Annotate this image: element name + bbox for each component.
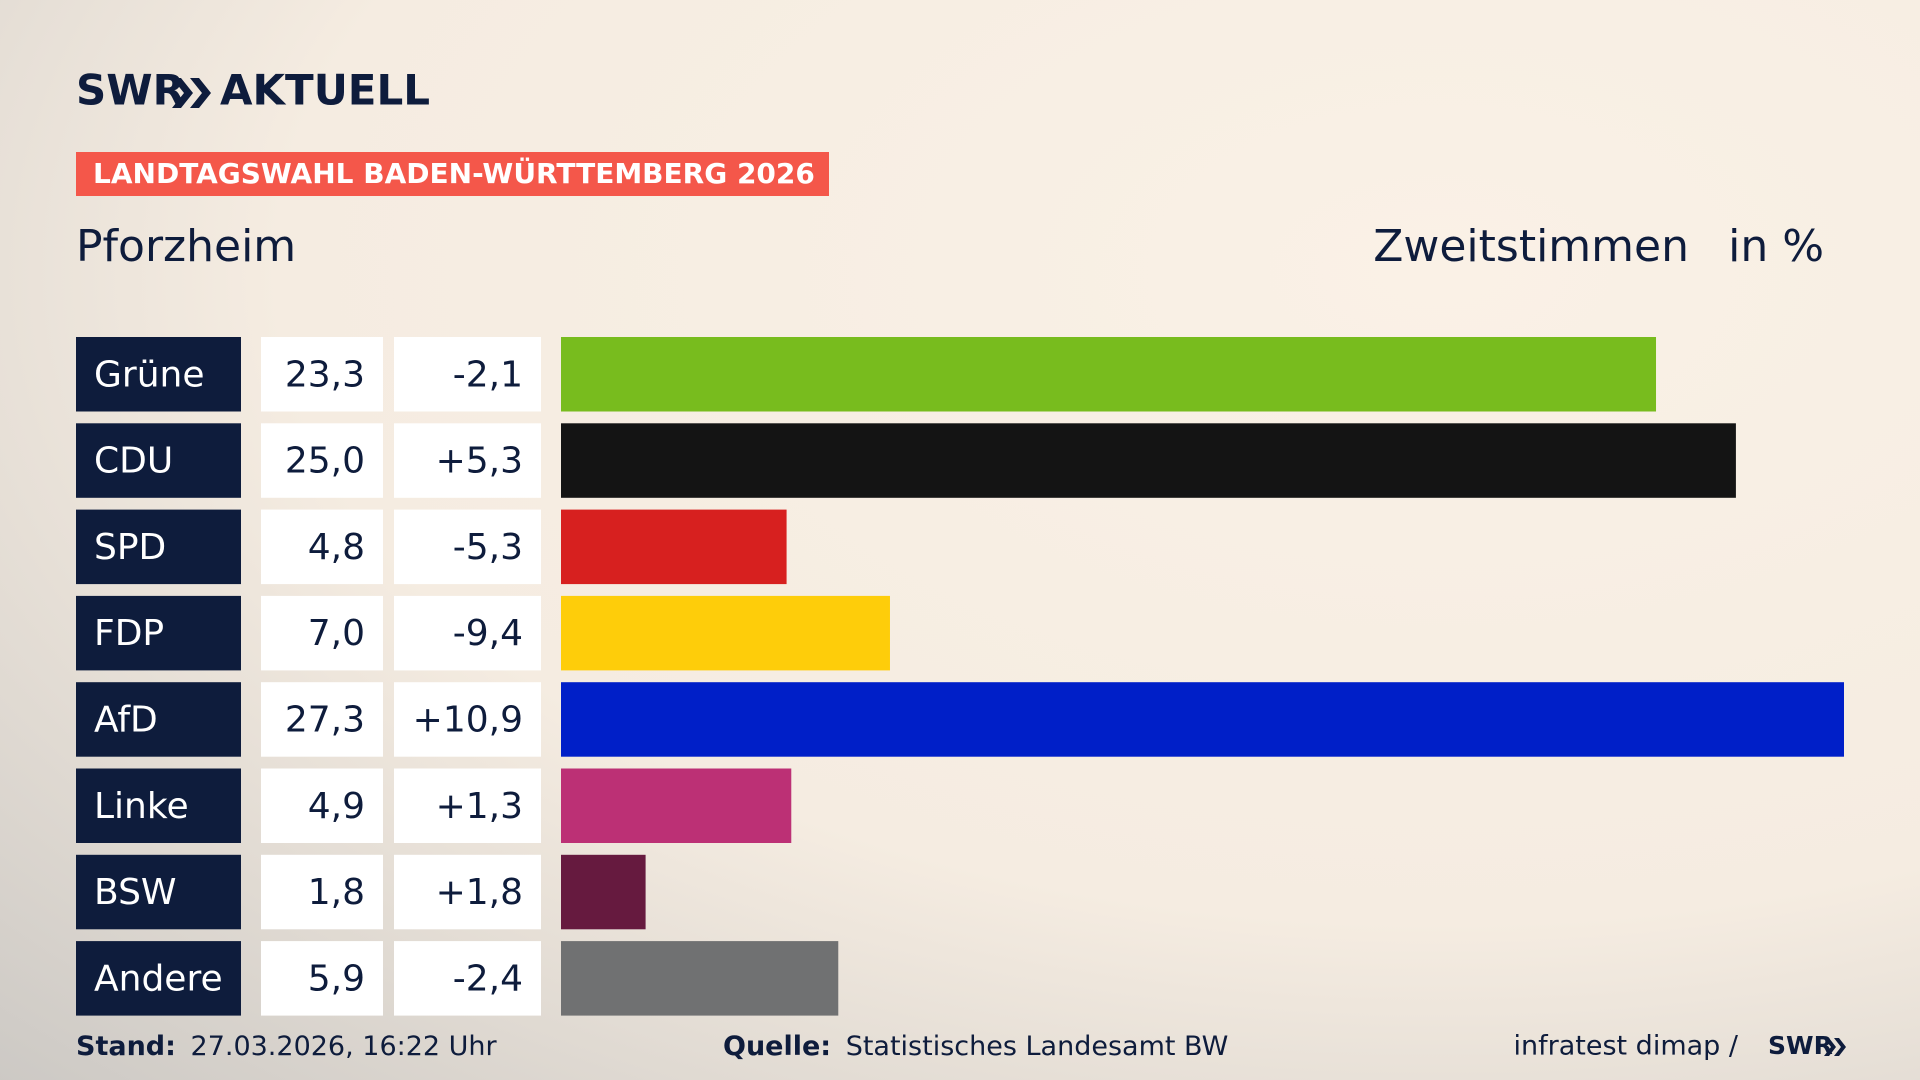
change-box: [394, 423, 541, 498]
source-label: Quelle:: [723, 1031, 831, 1062]
stand: 27.03.2026, 16:22 Uhr: [191, 1031, 498, 1062]
party-label: SPD: [94, 527, 166, 568]
unit-label: in %: [1728, 221, 1824, 272]
party-box: [76, 509, 241, 585]
footer-stand: Stand: 27.03.2026, 16:22 Uhr: [76, 1031, 498, 1062]
party-box: [76, 941, 241, 1016]
party-box: [76, 768, 241, 843]
party-label: CDU: [94, 441, 173, 482]
value-label: 25,0: [285, 441, 365, 482]
party-box: [76, 595, 241, 671]
logo-suffix: AKTUELL: [220, 66, 430, 115]
value-box: [261, 423, 383, 498]
change-box: [394, 768, 541, 843]
value-label: 4,9: [308, 786, 365, 827]
value-box: [261, 768, 383, 843]
value-label: 27,3: [285, 699, 365, 740]
source: Statistisches Landesamt BW: [846, 1031, 1229, 1062]
bar: [561, 941, 839, 1016]
bar: [561, 509, 787, 585]
change-box: [394, 854, 541, 930]
credit-chevrons: [1824, 1038, 1846, 1056]
party-box: [76, 854, 241, 930]
value-label: 1,8: [308, 872, 365, 913]
party-box: [76, 682, 241, 757]
change-label: +1,3: [436, 786, 523, 827]
chart-subtitle: Zweitstimmen: [1373, 221, 1689, 272]
change-box: [394, 682, 541, 757]
logo: SWR: [76, 66, 185, 115]
value-label: 5,9: [308, 958, 365, 999]
value-box: [261, 595, 383, 671]
value-box: [261, 509, 383, 585]
party-label: AfD: [94, 699, 158, 740]
credit: infratest dimap /: [1513, 1031, 1738, 1062]
banner-box: [76, 152, 829, 196]
change-box: [394, 337, 541, 412]
change-box: [394, 941, 541, 1016]
change-label: +5,3: [436, 441, 523, 482]
value-label: 23,3: [285, 354, 365, 395]
change-label: -5,3: [453, 527, 523, 568]
chart-title: Pforzheim: [76, 221, 296, 272]
party-box: [76, 337, 241, 412]
party-label: Grüne: [94, 354, 204, 395]
party-label: BSW: [94, 872, 177, 913]
logo-chevrons: [172, 78, 211, 108]
bar: [561, 682, 1844, 757]
bar: [561, 337, 1657, 412]
value-box: [261, 854, 383, 930]
value-box: [261, 337, 383, 412]
bar: [561, 595, 890, 671]
change-box: [394, 595, 541, 671]
value-label: 4,8: [308, 527, 365, 568]
banner: LANDTAGSWAHL BADEN-WÜRTTEMBERG 2026: [93, 156, 815, 190]
value-box: [261, 682, 383, 757]
change-label: -2,4: [453, 958, 523, 999]
change-label: +1,8: [436, 872, 523, 913]
change-label: -9,4: [453, 613, 523, 654]
footer-source: Quelle: Statistisches Landesamt BW: [723, 1031, 1228, 1062]
party-box: [76, 423, 241, 498]
party-label: Linke: [94, 786, 189, 827]
party-label: Andere: [94, 958, 223, 999]
value-box: [261, 941, 383, 1016]
change-label: -2,1: [453, 354, 523, 395]
change-label: +10,9: [413, 699, 523, 740]
stand-label: Stand:: [76, 1031, 176, 1062]
credit-logo: SWR: [1768, 1031, 1833, 1060]
party-label: FDP: [94, 613, 164, 654]
bar: [561, 768, 792, 843]
bar: [561, 423, 1736, 498]
bar: [561, 854, 646, 930]
value-label: 7,0: [308, 613, 365, 654]
change-box: [394, 509, 541, 585]
